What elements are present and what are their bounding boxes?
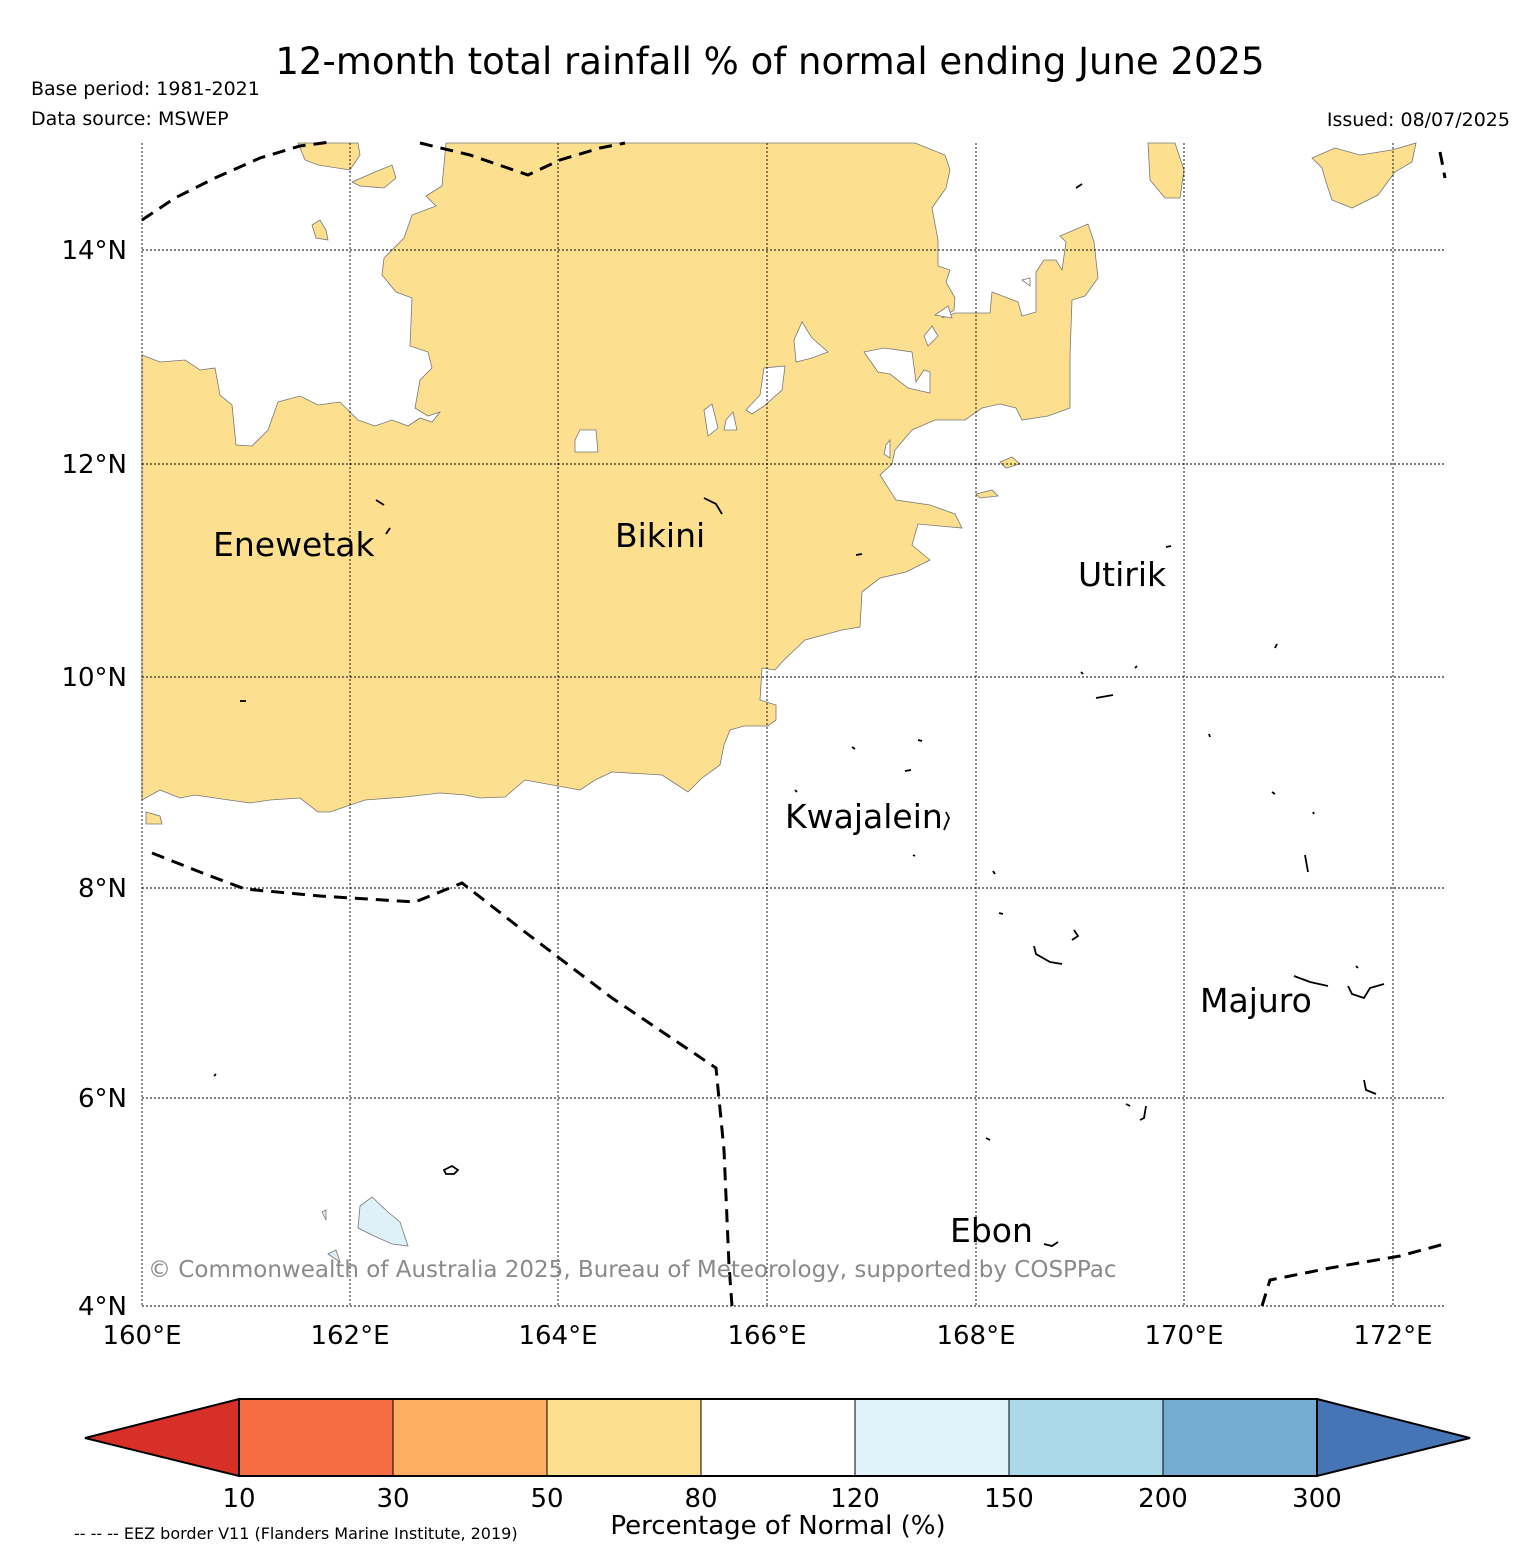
place-enewetak: Enewetak <box>213 525 376 564</box>
colorbar-frame <box>238 1398 1318 1477</box>
base-period: Base period: 1981-2021 <box>31 78 260 100</box>
colorbar-tick: 300 <box>1292 1484 1342 1510</box>
colorbar: 10 30 50 80 120 150 200 300 <box>84 1397 1471 1510</box>
lon-label: 170°E <box>1144 1321 1223 1351</box>
eez-note: -- -- -- EEZ border V11 (Flanders Marine… <box>74 1524 518 1543</box>
colorbar-ticks: 10 30 50 80 120 150 200 300 <box>222 1484 1341 1510</box>
colorbar-segments <box>84 1397 1471 1478</box>
lat-label: 6°N <box>78 1084 127 1114</box>
colorbar-segment <box>1008 1398 1164 1477</box>
near-normal-patches <box>574 277 1031 459</box>
colorbar-tick: 30 <box>376 1484 409 1510</box>
colorbar-segment <box>238 1398 394 1477</box>
lat-label: 10°N <box>61 663 127 693</box>
lat-label: 4°N <box>78 1292 127 1322</box>
rainfall-map: 14°N 12°N 10°N 8°N 6°N 4°N 160°E 162°E 1… <box>61 140 1449 1351</box>
atoll-outlines <box>213 183 1385 1247</box>
place-bikini: Bikini <box>615 516 705 555</box>
colorbar-label: Percentage of Normal (%) <box>610 1511 946 1541</box>
colorbar-tick: 50 <box>530 1484 563 1510</box>
place-kwajalein: Kwajalein <box>785 797 943 836</box>
colorbar-tick: 10 <box>222 1484 255 1510</box>
colorbar-segment <box>392 1398 548 1477</box>
colorbar-segment <box>854 1398 1010 1477</box>
lon-label: 164°E <box>518 1321 597 1351</box>
place-ebon: Ebon <box>950 1211 1033 1250</box>
colorbar-tick: 80 <box>684 1484 717 1510</box>
place-labels: Enewetak Bikini Utirik Kwajalein Majuro … <box>213 516 1312 1250</box>
eez-border <box>141 140 1449 1307</box>
lat-label: 14°N <box>61 236 127 266</box>
colorbar-tick: 120 <box>830 1484 880 1510</box>
lat-label: 8°N <box>78 874 127 904</box>
lon-label: 166°E <box>727 1321 806 1351</box>
below-normal-region <box>141 142 1099 813</box>
colorbar-tick: 150 <box>984 1484 1034 1510</box>
below-normal-islands <box>145 142 1417 825</box>
lon-label: 160°E <box>102 1321 181 1351</box>
above-normal-islands <box>321 1196 409 1263</box>
place-majuro: Majuro <box>1200 981 1312 1020</box>
lat-label: 12°N <box>61 450 127 480</box>
colorbar-segment <box>1162 1398 1318 1477</box>
graticule <box>141 143 1445 1307</box>
copyright-notice: © Commonwealth of Australia 2025, Bureau… <box>148 1257 1117 1283</box>
colorbar-tick: 200 <box>1138 1484 1188 1510</box>
colorbar-segment <box>700 1398 856 1477</box>
place-utirik: Utirik <box>1078 555 1167 594</box>
longitude-labels: 160°E 162°E 164°E 166°E 168°E 170°E 172°… <box>102 1321 1432 1351</box>
issued-date: Issued: 08/07/2025 <box>1326 109 1510 131</box>
lon-label: 168°E <box>936 1321 1015 1351</box>
lon-label: 172°E <box>1353 1321 1432 1351</box>
map-title: 12-month total rainfall % of normal endi… <box>275 40 1265 83</box>
colorbar-segment <box>546 1398 702 1477</box>
latitude-labels: 14°N 12°N 10°N 8°N 6°N 4°N <box>61 236 127 1322</box>
colorbar-extend-low <box>84 1397 240 1478</box>
lon-label: 162°E <box>310 1321 389 1351</box>
data-source: Data source: MSWEP <box>31 108 229 130</box>
colorbar-extend-high <box>1316 1397 1471 1478</box>
